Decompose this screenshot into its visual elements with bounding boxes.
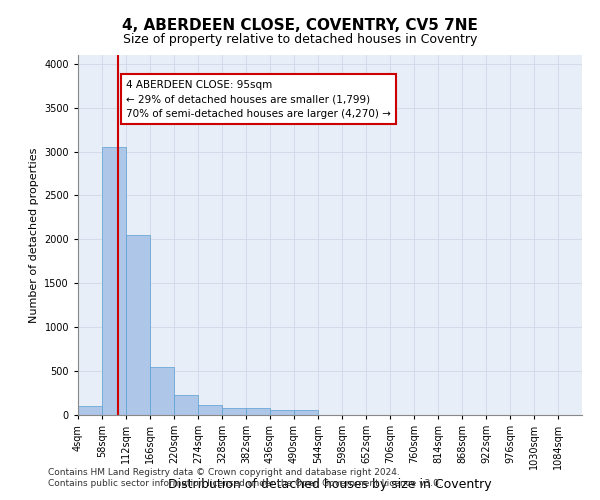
Bar (78, 406, 102, 415)
Bar (294, 410, 318, 415)
Bar (102, 147, 126, 415)
Bar (246, 408, 270, 415)
X-axis label: Distribution of detached houses by size in Coventry: Distribution of detached houses by size … (168, 478, 492, 490)
Bar (198, 406, 222, 415)
Bar (222, 408, 246, 415)
Text: Size of property relative to detached houses in Coventry: Size of property relative to detached ho… (123, 32, 477, 46)
Y-axis label: Number of detached properties: Number of detached properties (29, 148, 38, 322)
Bar (270, 410, 294, 415)
Text: 4, ABERDEEN CLOSE, COVENTRY, CV5 7NE: 4, ABERDEEN CLOSE, COVENTRY, CV5 7NE (122, 18, 478, 32)
Text: Contains HM Land Registry data © Crown copyright and database right 2024.
Contai: Contains HM Land Registry data © Crown c… (48, 468, 442, 487)
Bar (174, 395, 198, 415)
Bar (150, 366, 174, 415)
Bar (126, 235, 150, 415)
Text: 4 ABERDEEN CLOSE: 95sqm
← 29% of detached houses are smaller (1,799)
70% of semi: 4 ABERDEEN CLOSE: 95sqm ← 29% of detache… (126, 80, 391, 119)
